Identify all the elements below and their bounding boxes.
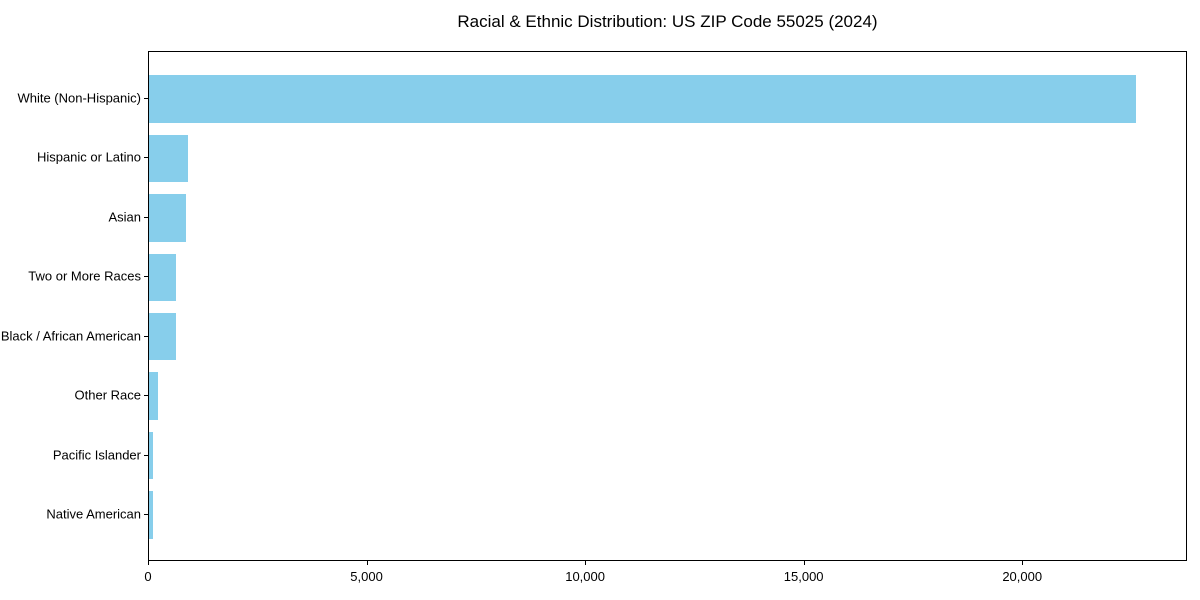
y-tick-other-race — [144, 395, 148, 397]
y-tick-pacific-islander — [144, 454, 148, 456]
x-axis-ticks — [148, 561, 1187, 565]
bar-native-american — [149, 491, 153, 539]
y-label-asian: Asian — [108, 209, 141, 225]
y-tick-native-american — [144, 514, 148, 516]
x-tick-label-15000: 15,000 — [783, 569, 824, 584]
bar-asian — [149, 194, 187, 242]
y-axis-labels: White (Non-Hispanic) Hispanic or Latino As… — [0, 51, 141, 561]
x-tick-10000 — [585, 561, 587, 565]
bar-white-non-hispanic — [149, 75, 1137, 123]
bar-other-race — [149, 372, 158, 420]
chart-title: Racial & Ethnic Distribution: US ZIP Cod… — [457, 12, 878, 31]
y-label-other-race: Other Race — [74, 387, 141, 403]
y-label-native-american: Native American — [46, 506, 141, 522]
y-label-pacific-islander: Pacific Islander — [52, 447, 141, 463]
bar-black-african-american — [149, 312, 176, 361]
y-tick-white-non-hispanic — [144, 97, 148, 99]
x-tick-20000 — [1022, 561, 1024, 565]
y-label-white-non-hispanic: White (Non-Hispanic) — [17, 90, 141, 106]
bar-two-or-more-races — [149, 253, 177, 302]
x-tick-label-5000: 5,000 — [350, 569, 383, 584]
y-axis-ticks — [144, 51, 148, 561]
x-tick-label-0: 0 — [144, 569, 152, 584]
y-tick-hispanic-or-latino — [144, 157, 148, 159]
x-tick-15000 — [803, 561, 805, 565]
y-tick-asian — [144, 216, 148, 218]
x-tick-5000 — [366, 561, 368, 565]
y-tick-two-or-more-races — [144, 276, 148, 278]
plot-area — [148, 51, 1187, 561]
x-tick-label-20000: 20,000 — [1002, 569, 1043, 584]
y-label-two-or-more-races: Two or More Races — [28, 268, 141, 284]
x-tick-label-10000: 10,000 — [565, 569, 605, 584]
y-tick-black-african-american — [144, 335, 148, 337]
y-label-black-african-american: Black / African American — [0, 328, 141, 344]
y-label-hispanic-or-latino: Hispanic or Latino — [36, 149, 141, 165]
x-tick-0 — [148, 561, 149, 565]
bar-hispanic-or-latino — [149, 134, 189, 183]
bar-pacific-islander — [149, 431, 154, 480]
x-axis-labels: 0 5,000 10,000 15,000 20,000 — [144, 561, 1187, 591]
